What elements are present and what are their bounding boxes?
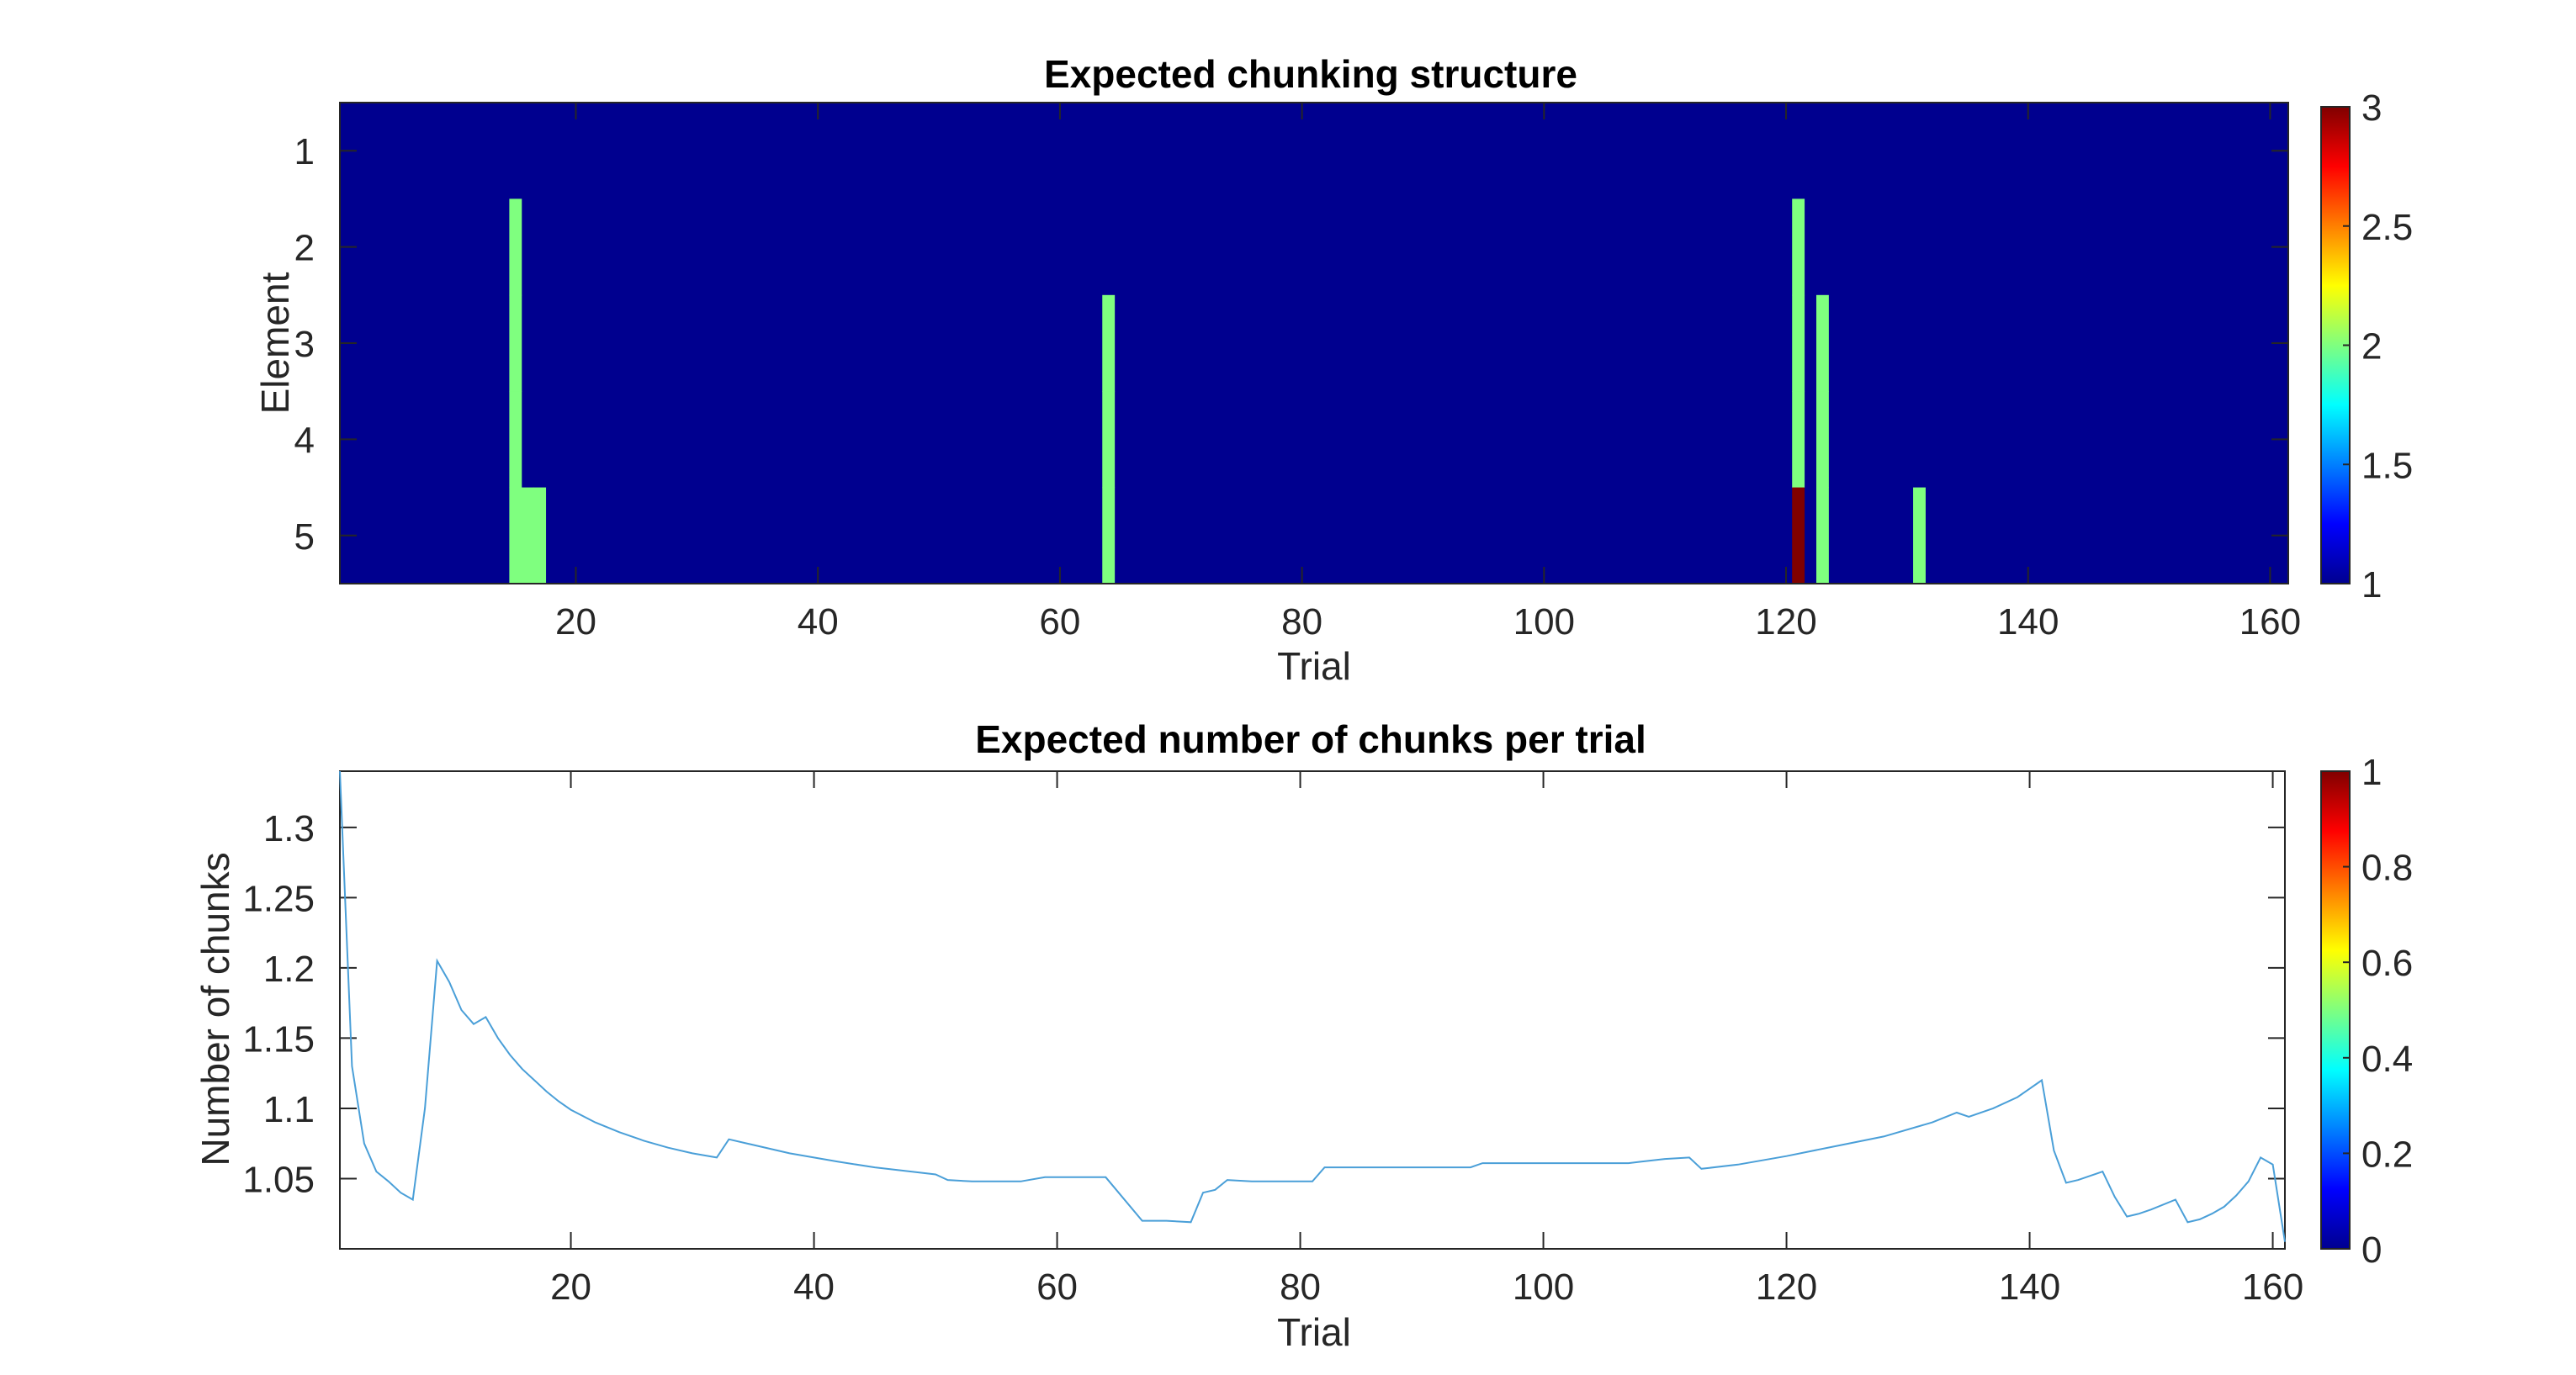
x-tick-label: 100 [1513,601,1575,643]
colorbar-tick-label: 0.6 [2361,943,2413,984]
line-title: Expected number of chunks per trial [975,717,1646,761]
heatmap-cell [1792,294,1805,392]
heatmap-cell [509,487,522,584]
y-tick-label: 1.2 [263,949,315,990]
y-tick-label: 1.25 [242,878,315,919]
x-tick-label: 40 [798,601,839,643]
y-tick-label: 1.05 [242,1159,315,1200]
heatmap-y-ticks: 1 2 3 4 5 [294,131,2288,558]
x-tick-label: 80 [1281,601,1322,643]
heatmap-cell [1792,198,1805,296]
colorbar-tick-label: 2 [2361,326,2382,368]
y-tick-label: 2 [294,228,315,269]
y-tick-label: 1 [294,131,315,172]
line-y-ticks: 1.05 1.1 1.15 1.2 1.25 1.3 [242,808,2285,1200]
heatmap-cell [1815,391,1829,489]
x-tick-label: 40 [793,1267,835,1308]
x-tick-label: 60 [1036,1267,1078,1308]
line-colorbar: 0 0.2 0.4 0.6 0.8 1 [2320,752,2413,1271]
x-tick-label: 120 [1756,1267,1817,1308]
heatmap-cell [1102,487,1116,584]
x-tick-label: 160 [2242,1267,2303,1308]
y-tick-label: 4 [294,420,315,461]
heatmap-x-label: Trial [1277,644,1351,688]
colorbar-tick-label: 1 [2361,564,2382,606]
x-tick-label: 20 [555,601,596,643]
x-tick-label: 20 [550,1267,591,1308]
line-axes-box [339,770,2286,1250]
line-panel: Expected number of chunks per trial 20 40… [193,717,2413,1354]
colorbar-gradient [2321,771,2350,1249]
line-x-ticks: 20 40 60 80 100 120 140 160 [550,771,2303,1308]
chunks-line-series [339,770,2286,1242]
y-tick-label: 1.15 [242,1018,315,1060]
heatmap-x-ticks: 20 40 60 80 100 120 140 160 [555,103,2301,643]
colorbar-tick-label: 0.2 [2361,1134,2413,1175]
heatmap-cell [1102,294,1116,392]
colorbar-tick-label: 1 [2361,752,2382,793]
heatmap-title: Expected chunking structure [1044,52,1577,96]
x-tick-label: 140 [1999,1267,2060,1308]
colorbar-frame [2320,770,2351,1250]
heatmap-colorbar: 1 1.5 2 2.5 3 [2320,87,2413,606]
line-x-label: Trial [1277,1310,1351,1354]
y-tick-label: 3 [294,324,315,365]
x-tick-label: 120 [1755,601,1816,643]
heatmap-panel: Expected chunking structure 20 40 60 80 100 1… [253,52,2413,688]
heatmap-cell [509,198,522,296]
colorbar-tick-label: 1.5 [2361,445,2413,486]
x-tick-label: 160 [2239,601,2301,643]
heatmap-background [340,103,2288,584]
heatmap-y-label: Element [253,272,297,414]
x-tick-label: 100 [1513,1267,1574,1308]
y-tick-label: 1.1 [263,1089,315,1130]
heatmap-cell [1913,487,1926,584]
heatmap-cell [521,487,534,584]
colorbar-tick-label: 0.8 [2361,848,2413,889]
heatmap-cell [509,391,522,489]
heatmap-cell [1815,487,1829,584]
line-y-label: Number of chunks [193,852,237,1166]
heatmap-cell [1792,487,1805,584]
heatmap-cell [1792,391,1805,489]
heatmap-cell [1815,294,1829,392]
x-tick-label: 80 [1280,1267,1321,1308]
heatmap-cell [1102,391,1116,489]
colorbar-tick-label: 3 [2361,87,2382,129]
x-tick-label: 140 [1997,601,2059,643]
colorbar-tick-label: 0.4 [2361,1039,2413,1080]
heatmap-cell [509,294,522,392]
y-tick-label: 5 [294,516,315,558]
y-tick-label: 1.3 [263,808,315,849]
colorbar-tick-label: 2.5 [2361,207,2413,248]
heatmap-cell [533,487,547,584]
x-tick-label: 60 [1039,601,1080,643]
colorbar-tick-label: 0 [2361,1230,2382,1271]
